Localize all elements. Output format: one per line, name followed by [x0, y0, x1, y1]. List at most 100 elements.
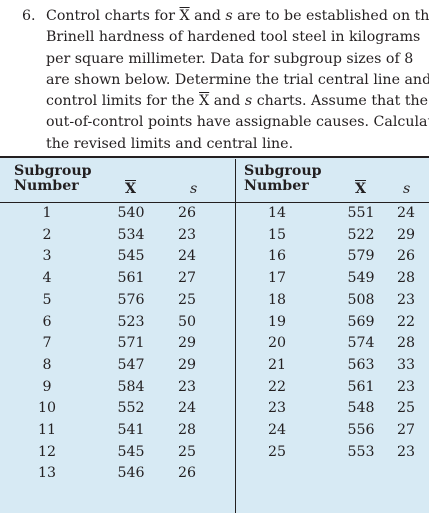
subgroup-number-cell: 12 [37, 443, 57, 460]
xbar-cell: 547 [117, 356, 145, 373]
subgroup-number-cell: 24 [267, 422, 287, 438]
s-cell: 26 [177, 465, 197, 482]
xbar-cell: 548 [347, 400, 375, 417]
s-cell: 24 [177, 400, 197, 417]
xbar-cell: 540 [117, 205, 145, 221]
s-cell: 26 [396, 248, 416, 265]
subgroup-number-cell: 20 [267, 335, 287, 352]
s-cell: 28 [396, 335, 416, 352]
subgroup-number-cell: 19 [267, 313, 287, 330]
header-s-right: s [403, 181, 411, 197]
subgroup-number-cell: 13 [37, 465, 57, 482]
xbar-cell: 549 [347, 270, 375, 287]
s-cell: 23 [396, 443, 416, 460]
xbar-cell: 553 [347, 443, 375, 460]
xbar-cell: 576 [117, 291, 145, 308]
table-row: 6 523 50 19 569 22 [0, 311, 429, 333]
subgroup-number-cell: 3 [42, 248, 52, 265]
table-row: 10 552 24 23 548 25 [0, 397, 429, 419]
problem-line-5: control limits for the X and s charts. A… [46, 93, 429, 110]
subgroup-number-cell: 2 [42, 226, 52, 243]
s-cell: 50 [177, 313, 197, 330]
xbar-cell: 522 [347, 226, 375, 243]
s-cell: 28 [177, 422, 197, 438]
xbar-cell: 584 [117, 378, 145, 395]
subgroup-number-cell: 22 [267, 378, 287, 395]
s-cell: 24 [177, 248, 197, 265]
table-row: 11 541 28 24 556 27 [0, 419, 429, 441]
table-row: 2 534 23 15 522 29 [0, 224, 429, 246]
problem-line-4: are shown below. Determine the trial cen… [46, 71, 429, 88]
subgroup-number-cell: 5 [42, 291, 52, 308]
subgroup-number-cell: 16 [267, 248, 287, 265]
s-cell: 24 [396, 205, 416, 221]
xbar-cell: 545 [117, 248, 145, 265]
subgroup-number-cell: 8 [42, 356, 52, 373]
s-cell: 33 [396, 356, 416, 373]
subgroup-number-cell: 6 [42, 313, 52, 330]
subgroup-number-cell: 7 [42, 335, 52, 352]
problem-statement: 6. Control charts for X and s are to be … [0, 0, 429, 155]
s-cell: 27 [177, 270, 197, 287]
subgroup-number-cell: 14 [267, 205, 287, 221]
xbar-cell: 571 [117, 335, 145, 352]
xbar-cell: 551 [347, 205, 375, 221]
xbar-cell: 556 [347, 422, 375, 438]
s-cell: 22 [396, 313, 416, 330]
xbar-symbol: X [179, 8, 190, 24]
data-table: Subgroup Number X s Subgroup Number X s … [0, 156, 429, 513]
s-cell: 25 [177, 443, 197, 460]
xbar-cell: 561 [347, 378, 375, 395]
s-symbol: s [225, 8, 233, 24]
xbar-cell: 523 [117, 313, 145, 330]
header-subgroup-number-left: Subgroup Number [14, 163, 92, 194]
table-row: 7 571 29 20 574 28 [0, 332, 429, 354]
xbar-cell: 541 [117, 422, 145, 438]
table-row: 5 576 25 18 508 23 [0, 289, 429, 311]
problem-text: 6. Control charts for X and s are to be … [0, 6, 429, 155]
subgroup-number-cell: 23 [267, 400, 287, 417]
header-subgroup-number-right: Subgroup Number [244, 163, 322, 194]
xbar-cell: 508 [347, 291, 375, 308]
subgroup-number-cell: 25 [267, 443, 287, 460]
s-cell: 29 [396, 226, 416, 243]
subgroup-number-cell: 1 [42, 205, 52, 221]
xbar-cell: 563 [347, 356, 375, 373]
s-cell: 28 [396, 270, 416, 287]
s-cell: 27 [396, 422, 416, 438]
header-xbar-left: X [125, 181, 137, 197]
s-cell: 23 [177, 378, 197, 395]
s-cell: 23 [396, 291, 416, 308]
xbar-cell: 546 [117, 465, 145, 482]
subgroup-number-cell: 18 [267, 291, 287, 308]
problem-line-6: out-of-control points have assignable ca… [46, 114, 429, 131]
problem-line-1: Control charts for X and s are to be est… [46, 8, 429, 24]
xbar-cell: 574 [347, 335, 375, 352]
subgroup-number-cell: 11 [37, 422, 57, 438]
s-cell: 29 [177, 335, 197, 352]
table-row: 3 545 24 16 579 26 [0, 245, 429, 267]
table-header-rule [0, 202, 429, 203]
s-cell: 23 [396, 378, 416, 395]
xbar-cell: 552 [117, 400, 145, 417]
table-column-divider [235, 159, 236, 513]
subgroup-number-cell: 17 [267, 270, 287, 287]
table-top-rule [0, 156, 429, 158]
s-cell: 25 [396, 400, 416, 417]
problem-number: 6. [22, 8, 36, 24]
table-row: 9 584 23 22 561 23 [0, 376, 429, 398]
subgroup-number-cell: 21 [267, 356, 287, 373]
table-row: 8 547 29 21 563 33 [0, 354, 429, 376]
table-row: 1 540 26 14 551 24 [0, 202, 429, 224]
subgroup-number-cell: 10 [37, 400, 57, 417]
problem-line-2: Brinell hardness of hardened tool steel … [46, 29, 421, 46]
table-row: 4 561 27 17 549 28 [0, 267, 429, 289]
problem-line-3: per square millimeter. Data for subgroup… [46, 50, 414, 67]
xbar-cell: 545 [117, 443, 145, 460]
s-symbol: s [244, 93, 253, 110]
s-cell: 23 [177, 226, 197, 243]
subgroup-number-cell: 9 [42, 378, 52, 395]
subgroup-number-cell: 4 [42, 270, 52, 287]
header-s-left: s [190, 181, 198, 197]
xbar-cell: 561 [117, 270, 145, 287]
